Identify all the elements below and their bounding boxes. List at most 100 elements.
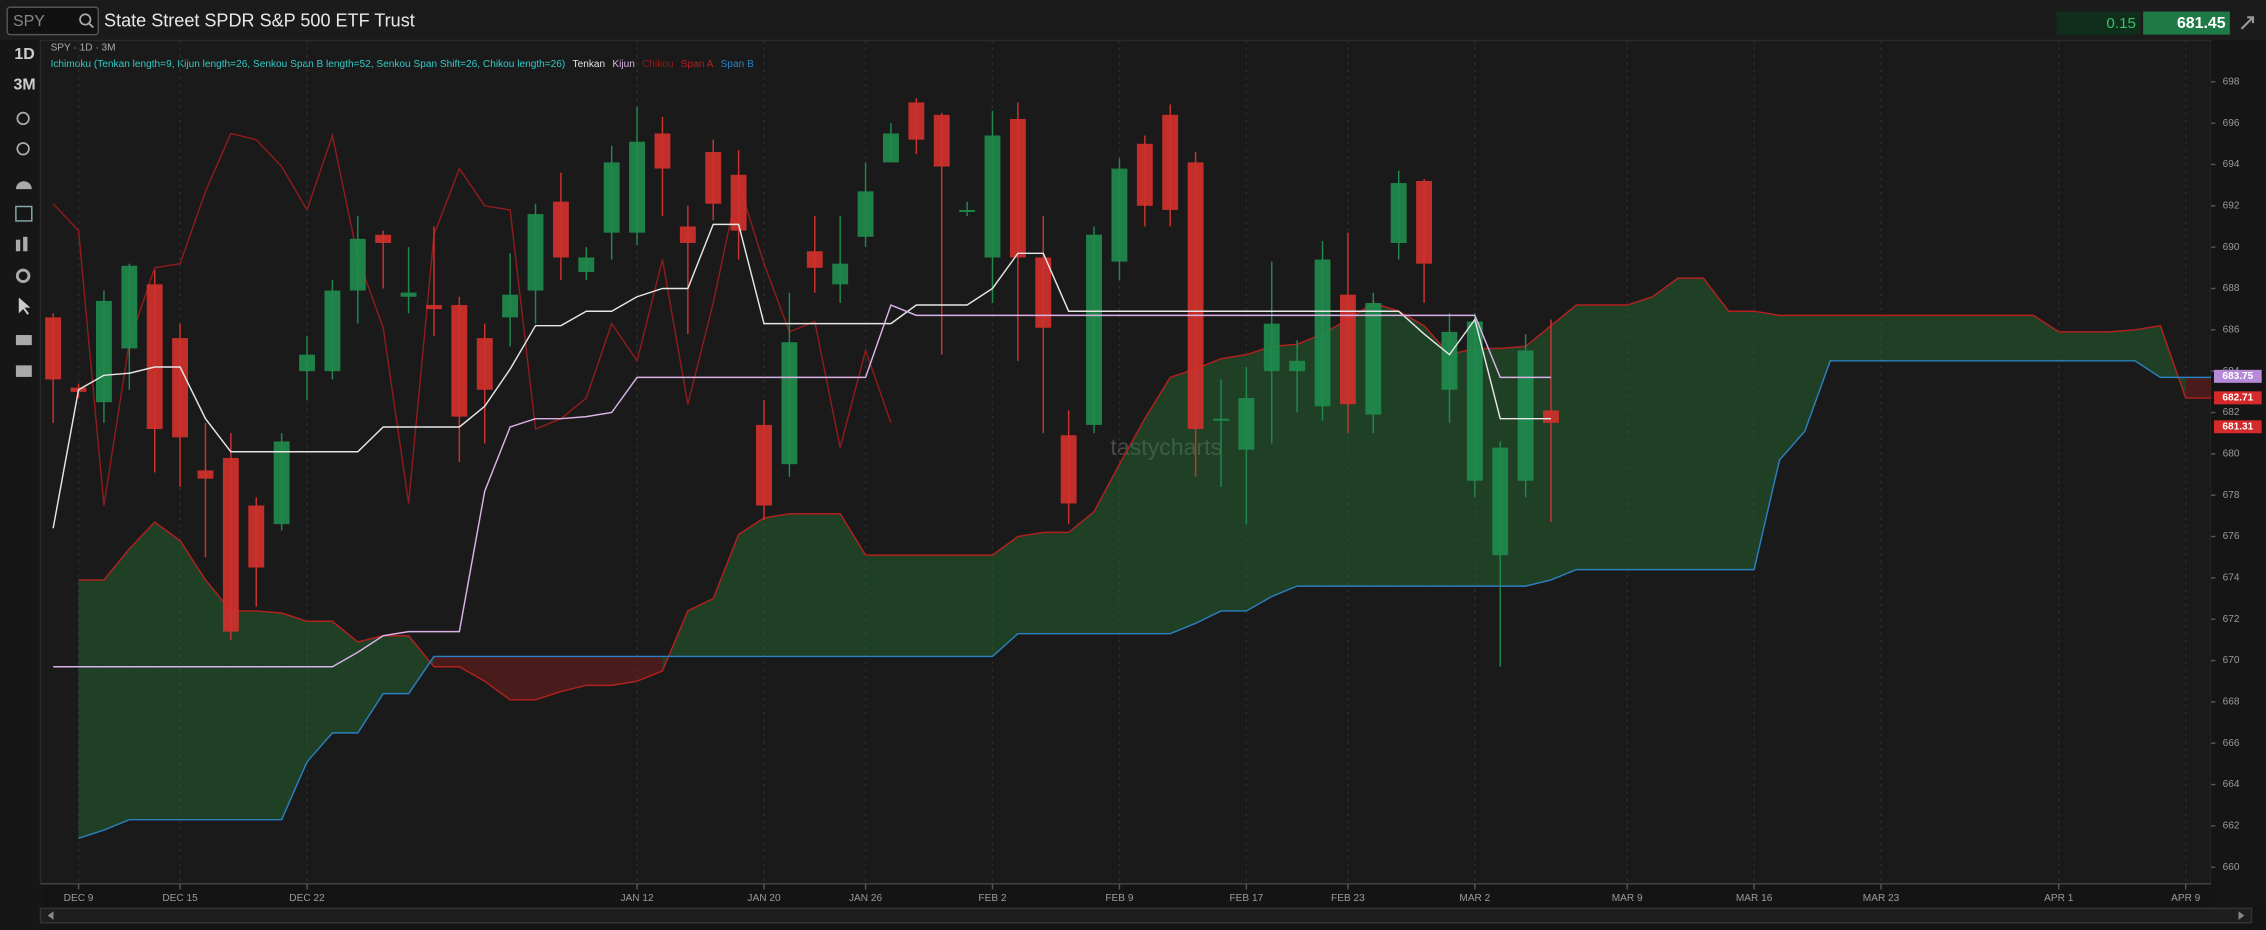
candle-body bbox=[984, 135, 1001, 258]
interval-button[interactable]: 1D bbox=[14, 46, 34, 63]
legend-entry: Tenkan bbox=[573, 59, 606, 70]
candle-body bbox=[121, 265, 138, 349]
folder-icon[interactable] bbox=[15, 365, 32, 377]
cloud-fill bbox=[611, 656, 638, 686]
search-box[interactable] bbox=[6, 6, 99, 36]
cloud-fill bbox=[1220, 354, 1247, 611]
layers-icon[interactable] bbox=[15, 335, 32, 346]
candle-body bbox=[324, 290, 341, 372]
cloud-fill bbox=[865, 555, 891, 657]
cloud-fill bbox=[256, 610, 282, 820]
y-tick-label: 676 bbox=[2223, 531, 2240, 542]
x-tick-label: MAR 9 bbox=[1612, 893, 1643, 904]
cloud-fill bbox=[1017, 532, 1044, 634]
candle-body bbox=[857, 191, 874, 237]
cloud-fill bbox=[408, 635, 434, 694]
cloud-fill bbox=[2185, 377, 2212, 399]
candle-body bbox=[1492, 447, 1509, 556]
candle-body bbox=[222, 457, 239, 632]
search-icon[interactable] bbox=[79, 13, 92, 26]
cloud-fill bbox=[1957, 315, 1983, 361]
price-tag-label: 683.75 bbox=[2222, 371, 2253, 382]
price-tag-label: 682.71 bbox=[2222, 393, 2253, 404]
zoom-in-icon[interactable] bbox=[16, 111, 30, 126]
candle-body bbox=[882, 133, 899, 163]
cloud-fill bbox=[1043, 532, 1069, 634]
y-tick-label: 698 bbox=[2223, 76, 2240, 87]
cloud-fill bbox=[1094, 464, 1120, 634]
x-tick-label: DEC 9 bbox=[64, 893, 94, 904]
candle-body bbox=[552, 201, 569, 258]
indicator-icon[interactable] bbox=[15, 181, 32, 190]
candle-body bbox=[1035, 257, 1052, 328]
y-tick-label: 696 bbox=[2223, 118, 2240, 129]
popout-icon[interactable] bbox=[2240, 16, 2255, 30]
chart-type-icon-bar bbox=[23, 236, 28, 252]
candle-body bbox=[1086, 234, 1102, 425]
candle-body bbox=[426, 305, 442, 310]
x-tick-label: FEB 23 bbox=[1331, 893, 1365, 904]
candle-body bbox=[654, 133, 671, 169]
cloud-fill bbox=[992, 536, 1018, 657]
candle-body bbox=[756, 424, 772, 506]
cloud-fill bbox=[129, 522, 155, 820]
x-tick-label: JAN 20 bbox=[747, 893, 781, 904]
cloud-fill bbox=[2084, 331, 2110, 361]
cloud-fill bbox=[1601, 305, 1628, 570]
candle-body bbox=[1238, 398, 1255, 450]
cloud-fill bbox=[967, 555, 993, 657]
symbol-input[interactable]: SPY bbox=[13, 13, 45, 30]
candle-body bbox=[1289, 360, 1306, 372]
change-value: 0.15 bbox=[2106, 15, 2136, 32]
change-box bbox=[2056, 11, 2141, 35]
cloud-fill bbox=[916, 555, 942, 657]
y-tick-label: 690 bbox=[2223, 242, 2240, 253]
candle-body bbox=[705, 152, 722, 204]
scroll-left[interactable] bbox=[47, 911, 54, 920]
left-toolbar bbox=[0, 40, 42, 930]
cloud-fill bbox=[1424, 325, 1450, 587]
candle-body bbox=[959, 209, 976, 212]
draw-icon[interactable] bbox=[15, 205, 33, 222]
top-bar bbox=[0, 0, 2266, 41]
cloud-fill bbox=[1703, 278, 1729, 570]
chart-type-icon[interactable] bbox=[15, 239, 21, 252]
legend-entry: Kijun bbox=[612, 59, 634, 70]
settings-icon[interactable] bbox=[15, 268, 31, 284]
cloud-fill bbox=[586, 656, 612, 686]
cloud-fill bbox=[357, 635, 384, 733]
scrollbar[interactable] bbox=[39, 907, 2253, 924]
candle-body bbox=[527, 214, 544, 291]
cloud-fill bbox=[1068, 511, 1095, 634]
candle-body bbox=[95, 300, 112, 403]
range-button[interactable]: 3M bbox=[14, 76, 36, 93]
scroll-right[interactable] bbox=[2238, 911, 2245, 920]
y-tick-label: 678 bbox=[2223, 490, 2240, 501]
cloud-fill bbox=[560, 656, 587, 692]
price-tag bbox=[2213, 369, 2262, 383]
candle-body bbox=[1466, 321, 1483, 481]
cloud-fill bbox=[687, 598, 714, 657]
x-tick-label: JAN 12 bbox=[620, 893, 654, 904]
candle-body bbox=[1009, 118, 1026, 258]
candle-body bbox=[349, 238, 366, 291]
legend-entry: Chikou bbox=[642, 59, 673, 70]
cloud-fill bbox=[637, 656, 663, 682]
cloud-fill bbox=[1652, 278, 1678, 570]
candle-body bbox=[1111, 168, 1128, 262]
cloud-fill bbox=[1627, 296, 1653, 570]
cloud-fill bbox=[1855, 315, 1882, 361]
cloud-fill bbox=[230, 610, 257, 820]
zoom-out-icon[interactable] bbox=[16, 142, 30, 156]
cloud-fill bbox=[2033, 315, 2059, 361]
candle-body bbox=[1543, 410, 1559, 423]
cloud-fill bbox=[1830, 315, 1856, 361]
candle-body bbox=[1060, 435, 1077, 504]
cloud-fill bbox=[1982, 315, 2008, 361]
line-4 bbox=[78, 360, 2212, 840]
cursor-icon[interactable] bbox=[18, 297, 31, 315]
cloud-fill bbox=[2109, 329, 2135, 361]
candle-body bbox=[502, 294, 519, 318]
y-tick-label: 666 bbox=[2223, 738, 2240, 749]
